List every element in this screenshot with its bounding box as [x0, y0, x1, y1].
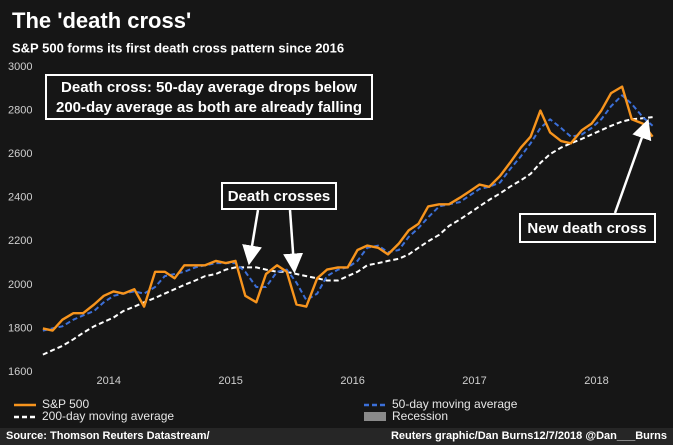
legend-label: 50-day moving average — [392, 397, 518, 411]
y-tick-label: 1800 — [8, 322, 32, 334]
legend-label: 200-day moving average — [42, 409, 174, 423]
y-tick-label: 2400 — [8, 192, 32, 204]
x-tick-label: 2018 — [584, 375, 608, 387]
legend-label: S&P 500 — [42, 397, 89, 411]
chart-subtitle: S&P 500 forms its first death cross patt… — [12, 40, 344, 55]
y-tick-label: 2200 — [8, 235, 32, 247]
chart-title: The 'death cross' — [12, 8, 191, 33]
x-tick-label: 2016 — [340, 375, 364, 387]
annotation-box — [519, 213, 656, 243]
plot-area: 1600 1800 2000 2200 2400 2600 2800 3000 2014 2015… — [8, 61, 654, 387]
annotation: New death cross — [527, 220, 646, 237]
annotation-box — [221, 182, 337, 210]
y-tick-label: 3000 — [8, 61, 32, 73]
annotation: 200-day average as both are already fall… — [56, 99, 362, 116]
y-tick-label: 1600 — [8, 366, 32, 378]
arrow — [283, 209, 304, 274]
y-tick-label: 2600 — [8, 148, 32, 160]
series-line — [42, 116, 653, 356]
annotation: Death cross: 50-day average drops below — [61, 79, 357, 96]
annotation-box — [45, 74, 373, 120]
arrow — [613, 118, 652, 214]
x-tick-label: 2015 — [218, 375, 242, 387]
annotation: Death crosses — [228, 188, 331, 205]
x-tick-label: 2017 — [462, 375, 486, 387]
legend-swatch — [364, 412, 386, 421]
source: Source: Thomson Reuters Datastream/ — [6, 430, 210, 442]
y-tick-label: 2000 — [8, 279, 32, 291]
arrow — [242, 209, 262, 266]
credit: Reuters graphic/Dan Burns12/7/2018 @Dan_… — [391, 430, 667, 442]
footer — [0, 428, 673, 445]
x-tick-label: 2014 — [96, 375, 120, 387]
legend-label: Recession — [392, 409, 448, 423]
y-tick-label: 2800 — [8, 104, 32, 116]
series-line — [42, 94, 654, 332]
series-line — [42, 85, 654, 332]
